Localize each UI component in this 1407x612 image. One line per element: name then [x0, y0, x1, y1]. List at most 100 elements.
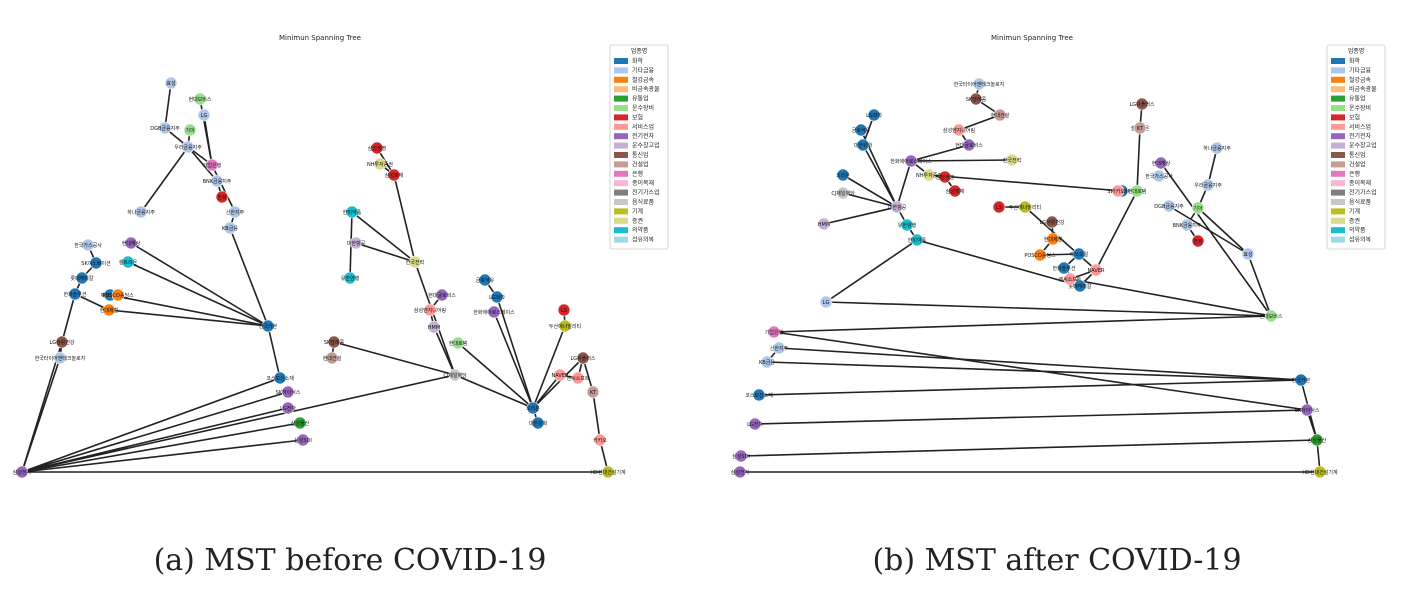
legend-swatch — [1331, 67, 1345, 74]
mst-node: 오리온 — [836, 168, 850, 182]
mst-edge — [351, 211, 416, 263]
node-label: 효성 — [166, 80, 175, 87]
node-label: LG화학 — [866, 112, 882, 119]
legend-label: 비금속광물 — [1349, 85, 1377, 93]
mst-node: LG유플러스 — [1129, 97, 1155, 111]
node-marker — [1130, 184, 1144, 198]
node-marker — [1005, 153, 1019, 167]
mst-node: LG전자 — [747, 417, 763, 431]
mst-edge — [211, 164, 236, 213]
node-label: LG — [823, 300, 830, 306]
node-label: 오리온 — [526, 405, 540, 412]
mst-node: 코스모신소재 — [745, 388, 773, 402]
mst-node: 코스모신소재 — [266, 371, 294, 385]
node-label: LG생활건강 — [1039, 219, 1064, 226]
node-marker — [1063, 272, 1077, 286]
legend-swatch — [1331, 123, 1345, 130]
node-label: LG유플러스 — [1129, 101, 1154, 108]
node-label: 현대모비스 — [188, 96, 211, 103]
mst-node: 삼성전자 — [731, 465, 750, 479]
node-marker — [1057, 261, 1071, 275]
mst-graph-before: Minimun Spanning Tree 삼성전자 HD현대건설기계 삼성SDI 삼… — [13, 34, 669, 479]
node-marker — [734, 449, 748, 463]
mst-node: 삼성SDI — [732, 449, 750, 463]
node-marker — [1072, 247, 1086, 261]
node-marker — [435, 288, 449, 302]
node-label: LG전자 — [747, 421, 763, 428]
node-marker — [487, 305, 501, 319]
node-label: NH투자증권 — [367, 161, 393, 168]
node-marker — [1201, 178, 1215, 192]
legend-swatch — [614, 133, 628, 140]
mst-edge — [532, 325, 566, 409]
legend-swatch — [1331, 180, 1345, 187]
node-marker — [223, 221, 237, 235]
node-marker — [890, 200, 904, 214]
node-marker — [102, 303, 116, 317]
mst-edge — [842, 174, 898, 208]
node-label: 유한양행 — [341, 275, 360, 282]
mst-node: 기아 — [183, 123, 197, 137]
node-marker — [124, 236, 138, 250]
legend-label: 유통업 — [1349, 95, 1366, 103]
legend-label: 증권 — [1349, 217, 1360, 225]
mst-edge — [127, 261, 269, 327]
mst-node: NH투자증권 — [367, 157, 393, 171]
mst-node: 현대모비스 — [1259, 309, 1283, 323]
node-label: LG화학 — [489, 294, 505, 301]
mst-node: DGB금융지주 — [150, 121, 180, 135]
node-label: 기업은행 — [203, 162, 222, 169]
mst-node: 현대건설 — [323, 351, 342, 365]
mst-node: 한화솔루션 — [63, 287, 87, 301]
node-label: 삼성화재 — [946, 188, 965, 195]
node-label: 삼성생명 — [936, 174, 954, 181]
node-label: 대한항공 — [888, 204, 907, 211]
mst-node: 롯데케미칼 — [70, 271, 94, 285]
node-marker — [1313, 465, 1327, 479]
node-marker — [183, 123, 197, 137]
node-marker — [969, 92, 983, 106]
mst-node: 한화에어로스페이스 — [473, 305, 515, 319]
mst-node: 대한항공 — [347, 236, 366, 250]
mst-node: 우리금융지주 — [1194, 178, 1222, 192]
legend-label: 섬유의복 — [1349, 236, 1372, 244]
node-label: 현대제철 — [100, 307, 119, 314]
mst-node: 엔씨소프트 — [1058, 272, 1082, 286]
mst-node: 삼성생명 — [368, 141, 386, 155]
node-marker — [952, 123, 966, 137]
node-label: 기업은행 — [765, 329, 784, 336]
legend-swatch — [614, 76, 628, 83]
legend-swatch — [1331, 189, 1345, 196]
legend-title: 업종명 — [631, 47, 648, 55]
mst-node: BNK금융지주 — [1173, 218, 1202, 232]
node-marker — [1264, 309, 1278, 323]
node-label: 금호석유 — [476, 277, 495, 284]
mst-edge — [109, 294, 269, 327]
mst-node: KB금융 — [222, 221, 238, 235]
node-marker — [1180, 218, 1194, 232]
node-label: LG유플러스 — [570, 355, 595, 362]
legend-swatch — [614, 199, 628, 205]
node-label: 하나금융지주 — [1203, 145, 1231, 152]
mst-edge — [825, 301, 1272, 317]
graph-title: Minimun Spanning Tree — [991, 34, 1073, 42]
mst-node: 유한양행 — [341, 271, 360, 285]
node-marker — [281, 385, 295, 399]
node-label: 한국가스공사 — [74, 242, 102, 249]
legend-swatch — [614, 152, 628, 158]
node-marker — [210, 174, 224, 188]
legend-label: 은행 — [1349, 170, 1360, 178]
node-label: 한국타이어앤테크놀로지 — [954, 81, 1005, 88]
legend-label: 은행 — [632, 170, 643, 178]
node-marker — [1154, 156, 1168, 170]
mst-node: LG — [197, 108, 211, 122]
node-label: 대한유화 — [854, 142, 873, 149]
node-marker — [772, 341, 786, 355]
node-label: KB금융 — [759, 360, 775, 366]
node-label: 한화 — [217, 195, 227, 201]
node-label: 삼성전자 — [13, 469, 32, 476]
node-marker — [760, 355, 774, 369]
node-marker — [448, 368, 462, 382]
node-label: 현대로템 — [449, 340, 468, 347]
mst-node: 삼성물산 — [1308, 433, 1327, 447]
